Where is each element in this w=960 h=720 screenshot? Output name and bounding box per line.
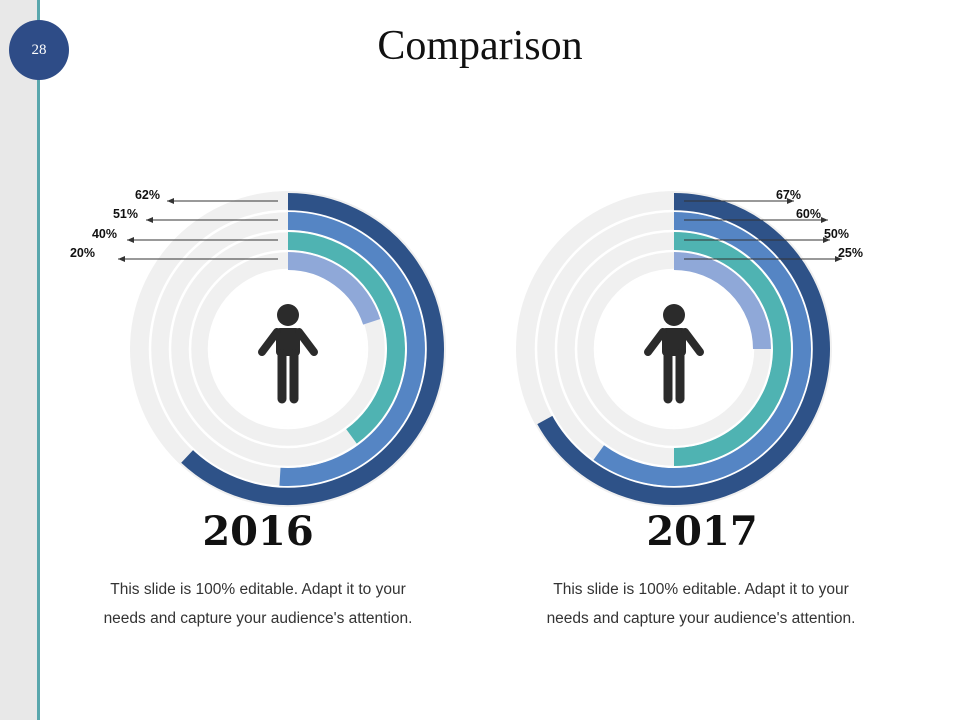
- page-number-badge: 28: [9, 20, 69, 80]
- chart-2017: 67% 60%50% 25%: [516, 188, 863, 507]
- ring-gap: [169, 230, 407, 468]
- slide-title: Comparison: [377, 23, 583, 69]
- ring-arc-25: [673, 252, 771, 350]
- value-label-67: 67%: [776, 188, 801, 202]
- person-icon: [644, 304, 704, 404]
- ring-arc-40: [287, 232, 405, 444]
- ring-gap: [535, 210, 813, 488]
- ring-gap: [149, 210, 427, 488]
- value-label-62: 62%: [135, 188, 160, 202]
- page-number: 28: [31, 41, 47, 58]
- year-2016-label: 2016: [202, 508, 314, 555]
- value-label-25: 25%: [838, 246, 863, 260]
- value-label-60: 60%: [796, 207, 821, 221]
- value-label-40: 40%: [92, 227, 117, 241]
- ring-arc-67: [537, 193, 830, 505]
- ring-gap: [189, 250, 387, 448]
- year-2017-label: 2017: [646, 508, 758, 555]
- person-icon: [258, 304, 318, 404]
- ring-arc-62: [181, 193, 444, 505]
- ring-arc-51: [279, 212, 425, 486]
- description-2016: This slide is 100% editable. Adapt it to…: [103, 581, 413, 627]
- ring-arc-50: [673, 232, 791, 466]
- left-sidebar-band: [0, 0, 38, 720]
- value-label-51: 51%: [113, 207, 138, 221]
- ring-gap: [555, 230, 793, 468]
- left-accent-line: [37, 0, 40, 720]
- ring-arc-60: [593, 212, 811, 486]
- ring-gap: [575, 250, 773, 448]
- ring-arc-20: [287, 252, 381, 325]
- value-label-50: 50%: [824, 227, 849, 241]
- chart-2016: 62% 51% 40% 20%: [70, 188, 446, 507]
- value-label-20: 20%: [70, 246, 95, 260]
- description-2017: This slide is 100% editable. Adapt it to…: [546, 581, 856, 627]
